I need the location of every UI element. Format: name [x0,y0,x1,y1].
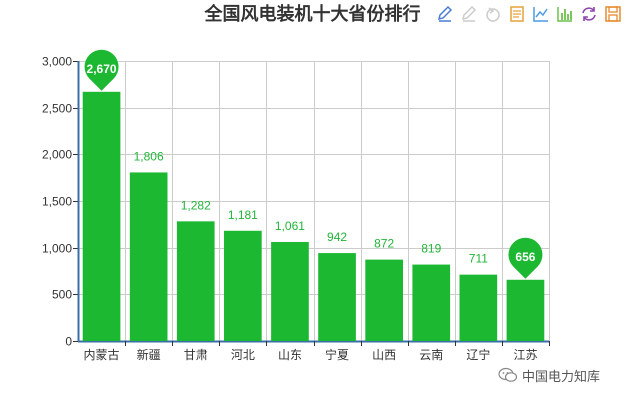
bar [176,221,215,341]
x-tick-label: 河北 [231,348,255,362]
bar [459,274,498,341]
x-tick-label: 辽宁 [466,347,490,362]
bar-chart-icon[interactable] [555,4,575,24]
refresh-icon[interactable] [579,4,599,24]
x-tick-label: 云南 [419,347,443,362]
y-tick-label: 2,000 [42,148,72,162]
chart-toolbox [435,4,623,24]
save-icon[interactable] [603,4,623,24]
data-label: 819 [421,242,441,256]
mark-point-pin [508,237,543,279]
eraser-icon[interactable] [459,4,479,24]
y-tick-label: 2,500 [42,102,72,116]
mark-point-label: 2,670 [87,62,117,76]
bar [412,264,451,341]
y-tick-label: 500 [52,288,72,302]
data-label: 711 [469,252,488,266]
bar [271,241,309,341]
data-label: 872 [374,237,394,251]
data-label: 942 [327,230,347,244]
wechat-icon [498,367,518,382]
mark-point-label: 656 [515,250,535,264]
data-view-icon[interactable] [507,4,527,24]
bar [224,230,262,341]
y-tick-label: 1,500 [42,195,72,209]
x-tick-label: 内蒙古 [84,347,120,362]
bar [129,172,168,341]
bar [82,91,121,341]
bar [506,279,545,341]
watermark-text: 中国电力知库 [522,369,601,385]
data-label: 1,282 [181,198,211,212]
x-tick-label: 新疆 [137,347,161,362]
chart-title: 全国风电装机十大省份排行 [204,4,421,25]
x-tick-label: 甘肃 [184,348,208,362]
bar [365,259,403,341]
bar [318,253,356,341]
y-tick-label: 0 [65,335,72,349]
data-label: 1,061 [275,219,305,233]
x-tick-label: 宁夏 [325,347,349,362]
x-tick-label: 山东 [278,348,302,362]
line-chart-icon[interactable] [531,4,551,24]
restore-icon[interactable] [483,4,503,24]
edit-icon[interactable] [435,4,455,24]
x-tick-label: 江苏 [513,348,537,362]
y-tick-label: 1,000 [42,242,72,256]
x-tick-label: 山西 [372,348,396,362]
data-label: 1,806 [134,149,164,163]
y-tick-label: 3,000 [42,55,72,69]
watermark: 中国电力知库 [498,365,600,385]
mark-point-pin [84,49,119,91]
data-label: 1,181 [228,208,258,222]
